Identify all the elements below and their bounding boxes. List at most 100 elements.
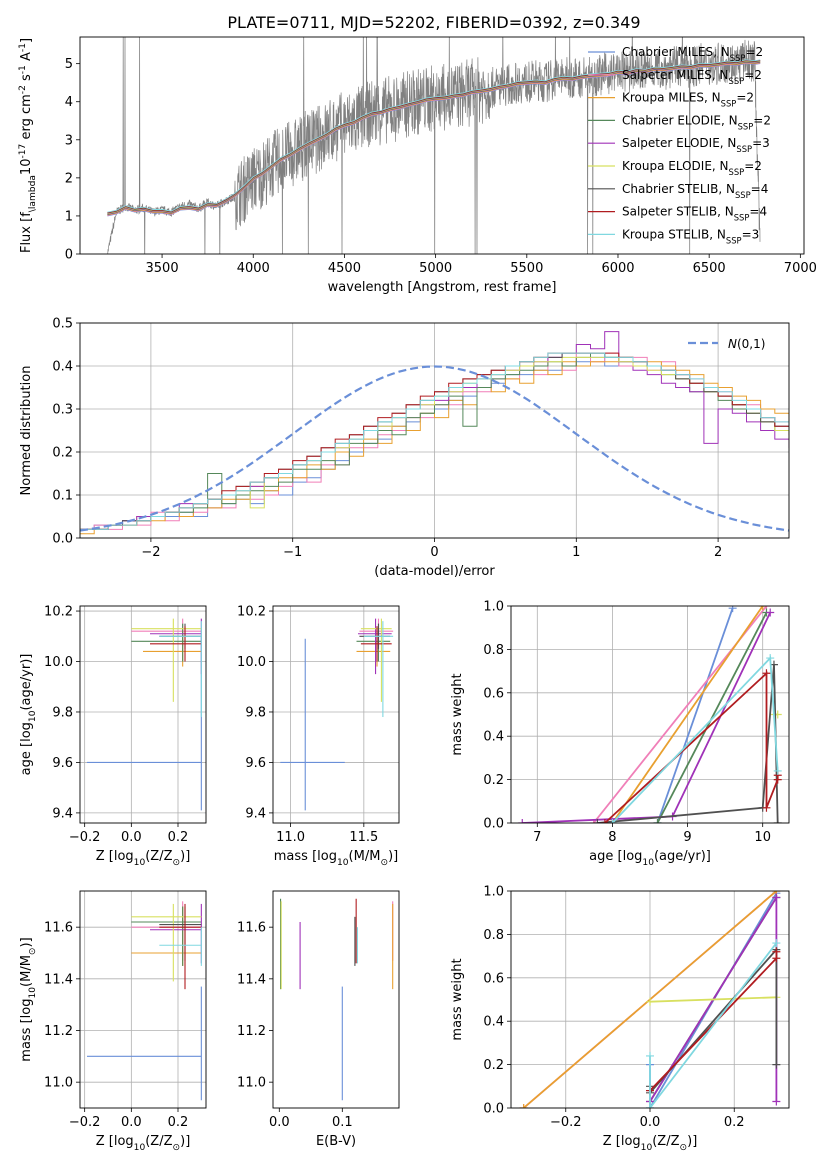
Z-age-xlabel: Z [log10(Z/Z⊙)] (96, 849, 191, 868)
spectrum-xtick-label: 3500 (146, 261, 179, 276)
age-weight-xtick-label: 7 (533, 830, 541, 845)
Z-mass-ytick-label: 11.6 (44, 921, 73, 936)
age-weight-ytick-label: 0.0 (483, 817, 504, 832)
ebv-mass-ytick-label: 11.0 (237, 1076, 266, 1091)
age-weight-xtick-label: 9 (683, 830, 691, 845)
ebv-mass-marks (280, 898, 394, 1101)
ebv-mass-ytick-label: 11.4 (237, 972, 266, 987)
spectrum-legend: Chabrier MILES, NSSP=2 Salpeter MILES, NS… (588, 45, 771, 245)
residuals-axes: −2 −1 0 1 2 0.0 0.1 0.2 0.3 0.4 0.5 (data-model)/er… (19, 317, 789, 579)
figure-title: PLATE=0711, MJD=52202, FIBERID=0392, z=0… (227, 13, 640, 32)
residuals-xtick-label: −1 (283, 545, 302, 560)
residuals-ylabel: Normed distribution (19, 366, 34, 496)
Z-weight-point-marker (772, 893, 781, 902)
spectrum-xlabel: wavelength [Angstrom, rest frame] (328, 280, 557, 295)
Z-weight-ytick-label: 0.0 (483, 1102, 504, 1117)
legend-entry: Salpeter ELODIE, NSSP=3 (622, 136, 770, 154)
Z-weight-xlabel: Z [log10(Z/Z⊙)] (603, 1134, 698, 1153)
Z-mass-ylabel: mass [log10(M/M⊙)] (19, 937, 38, 1061)
Z-weight-point-marker (646, 1051, 654, 1060)
spectrum-model-line (107, 60, 761, 214)
age-weight-point-marker (773, 819, 782, 823)
Z-weight-ylabel: mass weight (450, 958, 465, 1040)
Z-weight-axes: −0.2 0.0 0.2 0.0 0.2 0.4 0.6 0.8 1.0 Z [log10(Z/Z… (450, 885, 789, 1153)
spectrum-xtick-label: 4000 (237, 261, 270, 276)
spectrum-ytick-label: 4 (65, 95, 73, 110)
Z-mass-xtick-label: 0.2 (168, 1115, 189, 1130)
Z-age-ytick-label: 9.6 (52, 756, 73, 771)
legend-entry: Chabrier ELODIE, NSSP=2 (622, 113, 771, 131)
Z-weight-point-marker (646, 997, 654, 1006)
Z-mass-xtick-label: −0.2 (69, 1115, 101, 1130)
spectrum-xtick-label: 6500 (693, 261, 726, 276)
age-weight-point-marker (600, 819, 609, 823)
Z-age-ytick-label: 10.2 (44, 605, 73, 620)
age-weight-point-marker (773, 766, 782, 775)
Z-mass-xtick-label: 0.0 (121, 1115, 142, 1130)
residuals-xtick-label: 1 (572, 545, 580, 560)
Z-age-marks (87, 618, 202, 811)
Z-weight-point-marker (772, 1097, 781, 1106)
Z-weight-weight-line (649, 942, 778, 1108)
legend-entry: Kroupa STELIB, NSSP=3 (622, 227, 759, 245)
mass-age-axes: 11.0 11.5 9.4 9.6 9.8 10.0 10.2 mass [log10(M/M… (237, 605, 399, 868)
residuals-ytick-label: 0.5 (52, 317, 73, 332)
normal-curve (80, 365, 789, 532)
age-weight-weight-line (611, 606, 764, 823)
age-weight-point-marker (762, 803, 771, 812)
residual-histogram (80, 352, 789, 538)
Z-mass-ytick-label: 11.2 (44, 1024, 73, 1039)
age-weight-ytick-label: 0.2 (483, 773, 504, 788)
age-weight-weight-line (604, 671, 779, 823)
age-weight-ytick-label: 0.6 (483, 686, 504, 701)
residuals-ytick-label: 0.0 (52, 532, 73, 547)
spectrum-marks (107, 37, 761, 254)
spectrum-ytick-label: 5 (65, 57, 73, 72)
age-weight-point-marker (518, 819, 527, 823)
age-weight-ytick-label: 0.4 (483, 730, 504, 745)
Z-weight-point-marker (772, 1060, 781, 1069)
mass-age-xlabel: mass [log10(M/M⊙)] (274, 849, 398, 868)
spectrum-model-line (107, 59, 761, 213)
mass-age-ytick-label: 10.2 (237, 605, 266, 620)
age-weight-point-marker (766, 654, 775, 663)
Z-weight-point-marker (772, 939, 781, 948)
residuals-ytick-label: 0.1 (52, 489, 73, 504)
residuals-ytick-label: 0.2 (52, 446, 73, 461)
age-weight-weight-line (656, 607, 734, 823)
spectrum-model-line (107, 61, 761, 215)
age-weight-point-marker (766, 608, 775, 617)
residuals-xlabel: (data-model)/error (374, 564, 495, 579)
residuals-ytick-label: 0.4 (52, 360, 73, 375)
mass-age-marks (280, 618, 394, 811)
Z-weight-point-marker (519, 1104, 528, 1108)
ebv-mass-xtick-label: 0.1 (332, 1115, 353, 1130)
ebv-mass-xtick-label: 0.0 (269, 1115, 290, 1130)
residuals-xtick-label: 0 (430, 545, 438, 560)
spectrum-ytick-label: 3 (65, 133, 73, 148)
residuals-xtick-label: 2 (714, 545, 722, 560)
legend-entry: N(0,1) (728, 337, 765, 351)
spectrum-xtick-label: 6000 (601, 261, 634, 276)
Z-weight-xtick-label: −0.2 (550, 1115, 582, 1130)
age-weight-ytick-label: 1.0 (483, 600, 504, 615)
Z-weight-ytick-label: 0.4 (483, 1015, 504, 1030)
residual-histogram (80, 331, 789, 538)
spectrum-ylabel: Flux [f\lambda10-17 erg cm-2 s-1 A-1] (18, 38, 38, 253)
spectrum-axes: 3500 4000 4500 5000 5500 6000 6500 7000 0 1 2 3 4 5 wa… (18, 38, 817, 295)
Z-mass-frame (79, 890, 207, 1109)
Z-weight-xtick-label: 0.2 (724, 1115, 745, 1130)
residuals-ytick-label: 0.3 (52, 403, 73, 418)
mass-age-xtick-label: 11.0 (276, 830, 305, 845)
ebv-mass-xlabel: E(B-V) (316, 1134, 356, 1149)
Z-age-axes: −0.2 0.0 0.2 9.4 9.6 9.8 10.0 10.2 Z [log10(Z/Z⊙… (19, 605, 206, 868)
Z-age-frame (79, 605, 207, 824)
Z-age-xtick-label: 0.2 (168, 830, 189, 845)
age-weight-frame (510, 605, 790, 824)
spectrum-xtick-label: 4500 (328, 261, 361, 276)
Z-weight-ytick-label: 0.8 (483, 928, 504, 943)
legend-entry: Salpeter MILES, NSSP=2 (622, 68, 762, 86)
residuals-xtick-label: −2 (141, 545, 160, 560)
age-weight-point-marker (762, 669, 771, 678)
